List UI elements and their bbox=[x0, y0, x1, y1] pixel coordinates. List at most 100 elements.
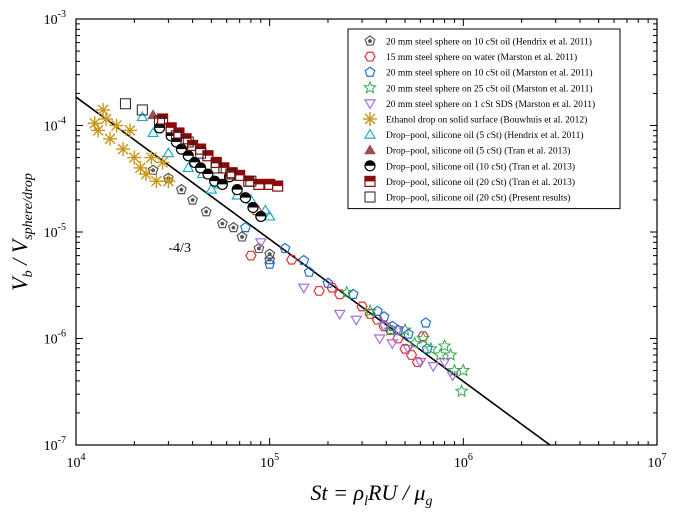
data-point bbox=[402, 344, 415, 356]
data-point bbox=[175, 183, 187, 195]
data-point bbox=[182, 150, 194, 162]
legend-marker bbox=[364, 35, 376, 46]
data-point bbox=[414, 358, 427, 369]
data-point bbox=[116, 142, 131, 157]
legend-marker bbox=[363, 112, 377, 126]
data-point bbox=[139, 167, 154, 182]
data-point bbox=[420, 317, 432, 328]
data-point bbox=[96, 102, 111, 117]
data-point bbox=[182, 136, 194, 148]
legend-marker bbox=[363, 80, 377, 94]
data-point bbox=[254, 238, 267, 249]
x-tick-label: 104 bbox=[67, 452, 86, 471]
legend-label: 20 mm steel sphere on 10 cSt oil (Hendri… bbox=[386, 37, 592, 48]
legend-label: 15 mm steel sphere on water (Marston et … bbox=[386, 52, 577, 63]
data-point bbox=[161, 174, 176, 189]
data-point bbox=[127, 150, 142, 165]
y-tick-label: 10-3 bbox=[44, 9, 66, 28]
legend-label: Drop–pool, silicone oil (20 cSt) (Presen… bbox=[386, 193, 570, 204]
legend-label: 20 mm steel sphere on 25 cSt oil (Marsto… bbox=[386, 83, 593, 94]
data-point bbox=[231, 189, 244, 200]
legend-marker bbox=[364, 66, 376, 77]
data-point bbox=[162, 146, 175, 158]
data-point bbox=[350, 315, 363, 326]
data-point bbox=[423, 341, 438, 355]
data-point bbox=[402, 328, 414, 339]
x-axis-title: St = ρlRU / μg bbox=[311, 480, 433, 509]
legend-entry: Drop–pool, silicone oil (5 cSt) (Hendrix… bbox=[363, 128, 584, 141]
data-point bbox=[187, 194, 199, 205]
data-point bbox=[239, 192, 252, 204]
legend-label: 20 mm steel sphere on 1 cSt SDS (Marston… bbox=[386, 99, 595, 110]
y-tick-label: 10-4 bbox=[44, 116, 66, 135]
legend-marker bbox=[364, 144, 376, 155]
data-point bbox=[253, 242, 265, 254]
data-point bbox=[245, 175, 257, 187]
legend-entry: 20 mm steel sphere on 10 cSt oil (Hendri… bbox=[364, 35, 592, 48]
legend-entry: Ethanol drop on solid surface (Bouwhuis … bbox=[363, 112, 587, 126]
data-point bbox=[272, 180, 284, 192]
x-tick-label: 106 bbox=[454, 452, 473, 471]
data-point bbox=[103, 131, 118, 146]
data-point bbox=[407, 336, 422, 350]
series-3 bbox=[339, 285, 471, 398]
y-axis-title: Vb / Vsphere/drop bbox=[7, 173, 36, 291]
data-point bbox=[313, 285, 325, 296]
legend-label: Drop–pool, silicone oil (10 cSt) (Tran e… bbox=[386, 161, 575, 172]
series-10 bbox=[119, 98, 257, 187]
series-5 bbox=[87, 102, 176, 189]
data-point bbox=[216, 178, 228, 190]
legend-box bbox=[347, 28, 621, 210]
fit-line bbox=[75, 96, 551, 446]
data-point bbox=[416, 331, 431, 345]
legend-entry: Drop–pool, silicone oil (10 cSt) (Tran e… bbox=[364, 160, 575, 172]
legend-marker bbox=[364, 175, 376, 187]
data-point bbox=[373, 334, 386, 345]
data-point bbox=[255, 210, 267, 223]
legend-entry: 20 mm steel sphere on 25 cSt oil (Marsto… bbox=[363, 80, 593, 94]
data-point bbox=[386, 339, 399, 350]
y-tick-label: 10-5 bbox=[44, 222, 66, 241]
data-point bbox=[170, 130, 182, 142]
data-point bbox=[234, 169, 246, 181]
data-point bbox=[243, 175, 255, 187]
data-point bbox=[202, 168, 214, 180]
data-point bbox=[263, 210, 276, 221]
data-point bbox=[339, 285, 354, 299]
data-point bbox=[253, 178, 265, 190]
data-point bbox=[456, 363, 471, 377]
data-point bbox=[333, 309, 346, 321]
data-point bbox=[247, 201, 259, 214]
data-point bbox=[210, 162, 222, 174]
data-point bbox=[322, 277, 334, 288]
data-point bbox=[122, 123, 137, 138]
data-point bbox=[182, 161, 195, 172]
data-point bbox=[334, 289, 346, 300]
data-point bbox=[454, 383, 469, 398]
data-point bbox=[303, 266, 315, 277]
data-point bbox=[245, 250, 257, 261]
data-point bbox=[443, 347, 458, 361]
legend-label: Drop–pool, silicone oil (5 cSt) (Tran et… bbox=[386, 146, 570, 157]
data-point bbox=[286, 254, 298, 265]
legend-entry: 15 mm steel sphere on water (Marston et … bbox=[364, 51, 577, 63]
legend-label: Ethanol drop on solid surface (Bouwhuis … bbox=[386, 115, 587, 126]
legend-entry: Drop–pool, silicone oil (20 cSt) (Tran e… bbox=[364, 175, 575, 188]
legend-entry: 20 mm steel sphere on 1 cSt SDS (Marston… bbox=[363, 99, 595, 110]
legend-marker bbox=[364, 51, 376, 62]
data-point bbox=[363, 304, 378, 318]
legend-marker bbox=[364, 191, 376, 203]
data-point bbox=[297, 283, 310, 294]
data-point bbox=[200, 205, 212, 217]
series-7 bbox=[147, 109, 159, 120]
data-point bbox=[378, 322, 391, 333]
data-point bbox=[225, 168, 237, 180]
data-point bbox=[147, 109, 159, 120]
legend-entry: 20 mm steel sphere on 10 cSt oil (Marsto… bbox=[364, 66, 593, 79]
data-point bbox=[205, 183, 218, 194]
data-point bbox=[356, 301, 368, 312]
data-point bbox=[264, 258, 276, 269]
data-point bbox=[136, 104, 148, 116]
data-point bbox=[240, 221, 251, 233]
y-tick-label: 10-6 bbox=[44, 329, 66, 348]
